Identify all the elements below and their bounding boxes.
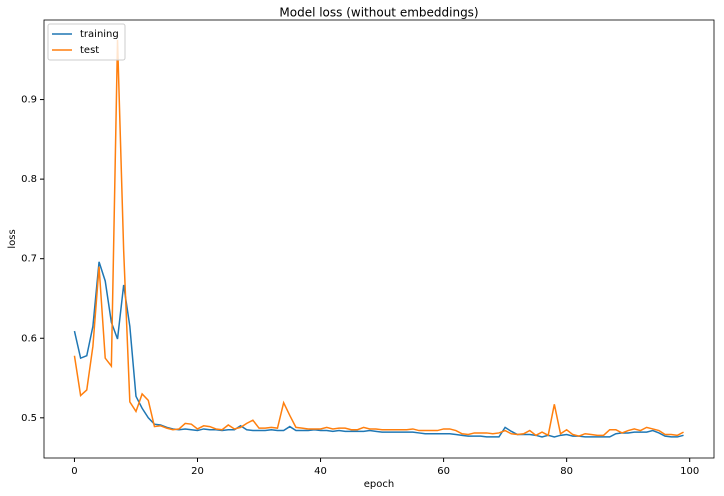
x-tick-label: 0 [71, 466, 77, 477]
x-tick-label: 80 [560, 466, 573, 477]
chart-title: Model loss (without embeddings) [279, 6, 478, 20]
y-tick-label: 0.7 [21, 254, 37, 265]
series-line [73, 39, 684, 437]
x-tick-label: 40 [314, 466, 327, 477]
x-axis-label: epoch [364, 479, 394, 490]
x-tick-label: 60 [437, 466, 450, 477]
y-tick-label: 0.9 [21, 95, 37, 106]
y-tick-label: 0.6 [21, 333, 37, 344]
plot-frame [43, 19, 715, 459]
legend: training test [47, 23, 126, 61]
legend-label: test [80, 45, 99, 56]
x-tick-label: 100 [680, 466, 699, 477]
legend-box [47, 23, 126, 61]
y-tick-label: 0.5 [21, 413, 37, 424]
y-tick-label: 0.8 [21, 174, 37, 185]
y-axis-label: loss [7, 229, 18, 248]
legend-label: training [80, 29, 119, 40]
x-tick-label: 20 [191, 466, 204, 477]
